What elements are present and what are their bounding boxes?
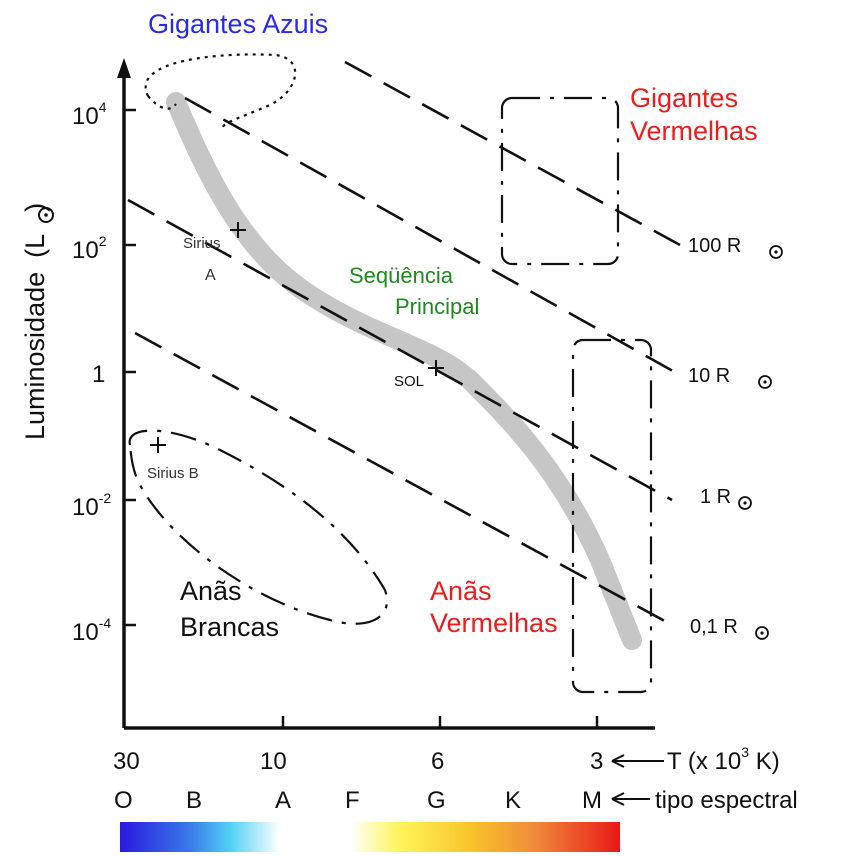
sirius-a-label-2: A <box>205 267 216 284</box>
sun-symbol-icon <box>758 375 772 389</box>
sun-marker <box>428 360 444 376</box>
sun-symbol-icon <box>755 626 769 640</box>
y-tick-label-1e2: 102 <box>72 233 107 264</box>
red-dwarfs-label-1: Anãs <box>430 576 492 606</box>
spectral-arrow-icon <box>611 792 650 806</box>
radius-line-1 <box>127 198 673 502</box>
radius-line-0-1 <box>134 331 673 627</box>
blue-giants-region <box>144 53 297 131</box>
sun-symbol-dot <box>763 380 767 384</box>
radius-label-100: 100 R <box>688 235 783 259</box>
spectral-color-bar <box>120 822 620 852</box>
main-sequence-label-1: Seqüência <box>349 263 454 288</box>
red-giants-label-2: Vermelhas <box>630 116 758 146</box>
spectral-class-m: M <box>582 787 602 814</box>
sun-symbol-dot <box>774 250 778 254</box>
x-tick-label-3: 3 <box>590 748 603 775</box>
main-sequence-label-2: Principal <box>395 294 479 319</box>
spectral-type-label: tipo espectral <box>655 787 798 814</box>
spectral-class-b: B <box>186 787 202 814</box>
sun-symbol-dot <box>743 501 747 505</box>
sun-symbol-dot <box>44 213 48 217</box>
radius-label-10: 10 R <box>688 365 772 389</box>
red-giants-region <box>500 96 620 266</box>
sun-symbol-dot <box>760 631 764 635</box>
radius-line-100 <box>344 60 681 247</box>
sirius-b-label: Sirius B <box>147 465 199 482</box>
white-dwarfs-label-2: Brancas <box>180 612 279 642</box>
y-tick-label-1e4: 104 <box>72 99 107 130</box>
sun-symbol-icon <box>38 207 54 223</box>
y-axis-arrow <box>117 58 131 78</box>
red-giants-label-1: Gigantes <box>630 83 738 113</box>
white-dwarfs-label-1: Anãs <box>180 576 242 606</box>
x-axis-label: T (x 103 K) <box>667 744 780 775</box>
sun-symbol-icon <box>769 245 783 259</box>
sirius-a-marker <box>230 222 246 238</box>
y-tick-label-1e-2: 10-2 <box>72 490 111 521</box>
radius-label-0-1: 0,1 R <box>690 616 769 640</box>
temperature-arrow-icon <box>611 754 664 768</box>
sun-symbol-icon <box>738 496 752 510</box>
y-tick-label-1e-4: 10-4 <box>72 615 111 646</box>
radius-label-1-text: 1 R <box>700 486 731 508</box>
radius-label-0-1-text: 0,1 R <box>690 616 738 638</box>
main-sequence-band <box>166 92 642 650</box>
y-axis-label: Luminosidade(L) <box>20 203 50 440</box>
spectral-class-f: F <box>345 787 360 814</box>
sirius-b-marker <box>150 437 166 453</box>
spectral-class-o: O <box>114 787 133 814</box>
x-tick-label-30: 30 <box>113 748 140 775</box>
white-dwarfs-region <box>128 429 388 625</box>
sirius-a-label-1: Sirius <box>183 235 221 252</box>
sun-label: SOL <box>394 373 424 390</box>
blue-giants-label: Gigantes Azuis <box>148 9 328 39</box>
y-tick-label-1: 1 <box>92 361 105 388</box>
radius-line-10 <box>184 96 681 377</box>
radius-label-1: 1 R <box>700 486 752 510</box>
y-axis-title: Luminosidade(L) <box>20 203 54 440</box>
red-dwarfs-label-2: Vermelhas <box>430 608 558 638</box>
radius-label-10-text: 10 R <box>688 365 730 387</box>
spectral-class-k: K <box>505 787 521 814</box>
radius-label-100-text: 100 R <box>688 235 741 257</box>
spectral-class-g: G <box>427 787 446 814</box>
x-tick-label-10: 10 <box>260 748 287 775</box>
x-tick-label-6: 6 <box>431 748 444 775</box>
spectral-class-a: A <box>275 787 291 814</box>
